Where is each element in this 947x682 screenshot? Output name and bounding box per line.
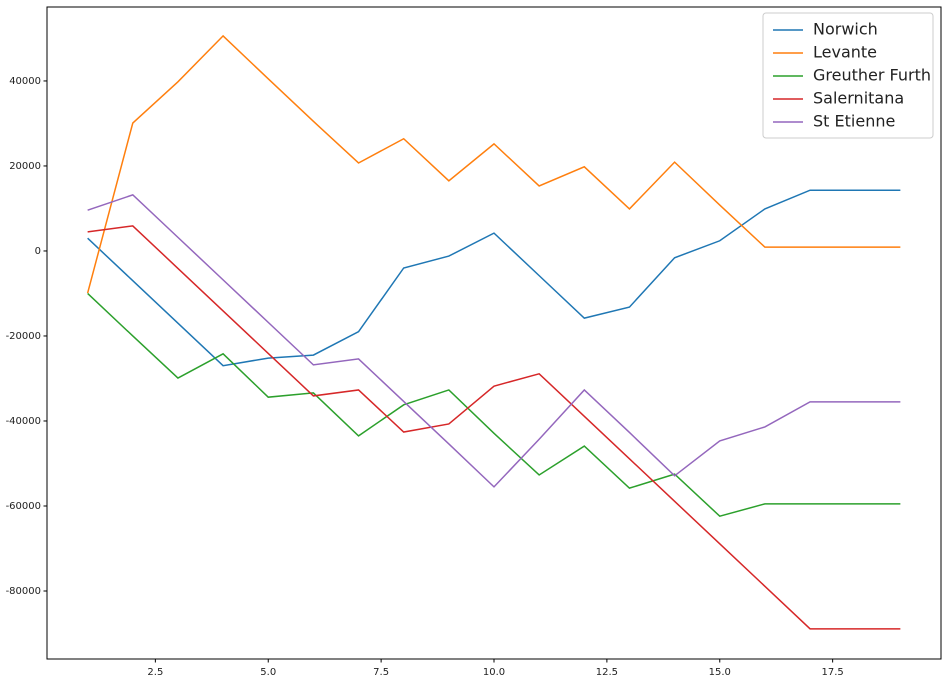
y-tick-label: -40000 — [6, 416, 41, 427]
y-tick-label: -20000 — [6, 331, 41, 342]
line-series — [87, 225, 901, 630]
line-series — [87, 189, 901, 367]
x-tick-label: 15.0 — [709, 667, 731, 678]
y-tick-label: 40000 — [9, 76, 41, 87]
legend-label: Levante — [813, 43, 877, 62]
legend-label: Salernitana — [813, 89, 904, 108]
legend-label: Greuther Furth — [813, 66, 931, 85]
line-series — [87, 292, 901, 518]
x-tick-label: 10.0 — [483, 667, 505, 678]
x-tick-label: 12.5 — [596, 667, 618, 678]
line-series — [86, 34, 901, 294]
x-tick-label: 17.5 — [822, 667, 844, 678]
legend-box — [762, 12, 934, 139]
y-tick-label: 20000 — [9, 161, 41, 172]
line-series — [87, 194, 901, 488]
legend: Norwich Levante Greuther Furth Salernitana S… — [762, 12, 934, 139]
y-tick-label: -60000 — [6, 501, 41, 512]
y-tick-label: 0 — [35, 246, 41, 257]
legend-label: Norwich — [813, 20, 878, 39]
y-tick-label: -80000 — [6, 586, 41, 597]
x-tick-label: 2.5 — [147, 667, 163, 678]
x-tick-label: 5.0 — [260, 667, 276, 678]
x-tick-label: 7.5 — [373, 667, 389, 678]
legend-label: St Etienne — [813, 112, 895, 131]
